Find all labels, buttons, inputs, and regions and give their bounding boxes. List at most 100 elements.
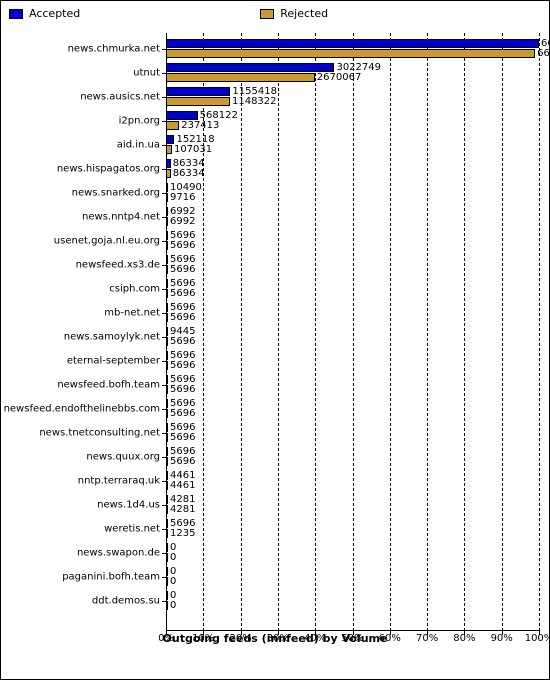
plot-area: 0%10%20%30%40%50%60%70%80%90%100%news.ch… bbox=[166, 33, 539, 631]
swatch-rejected bbox=[260, 9, 274, 19]
bar-rejected: 1235 bbox=[166, 529, 168, 538]
bar-accepted: 4281 bbox=[166, 495, 168, 504]
bar-rejected: 0 bbox=[166, 577, 168, 586]
data-row: i2pn.org568122237413 bbox=[166, 109, 539, 133]
row-label: news.ausics.net bbox=[80, 92, 160, 103]
data-row: ddt.demos.su00 bbox=[166, 589, 539, 613]
value-rejected: 5696 bbox=[170, 337, 195, 346]
data-row: news.swapon.de00 bbox=[166, 541, 539, 565]
bar-accepted: 1155418 bbox=[166, 87, 230, 96]
legend-item-rejected: Rejected bbox=[260, 7, 328, 20]
value-accepted: 0 bbox=[170, 591, 176, 600]
value-accepted: 6692827 bbox=[541, 39, 550, 48]
data-row: news.samoylyk.net94455696 bbox=[166, 325, 539, 349]
value-rejected: 5696 bbox=[170, 313, 195, 322]
row-label: paganini.bofh.team bbox=[62, 572, 160, 583]
bar-accepted: 568122 bbox=[166, 111, 198, 120]
row-label: news.nntp4.net bbox=[82, 212, 160, 223]
value-accepted: 5696 bbox=[170, 447, 195, 456]
bar-rejected: 5696 bbox=[166, 289, 168, 298]
bar-rejected: 0 bbox=[166, 553, 168, 562]
row-label: nntp.terraraq.uk bbox=[78, 476, 160, 487]
bar-accepted: 6992 bbox=[166, 207, 168, 216]
data-row: paganini.bofh.team00 bbox=[166, 565, 539, 589]
value-rejected: 5696 bbox=[170, 457, 195, 466]
row-label: eternal-september bbox=[67, 356, 160, 367]
chart-area: 0%10%20%30%40%50%60%70%80%90%100%news.ch… bbox=[1, 33, 549, 649]
row-label: ddt.demos.su bbox=[92, 596, 160, 607]
value-accepted: 5696 bbox=[170, 351, 195, 360]
bar-rejected: 237413 bbox=[166, 121, 179, 130]
bar-accepted: 0 bbox=[166, 591, 168, 600]
bar-accepted: 10490 bbox=[166, 183, 168, 192]
value-accepted: 6992 bbox=[170, 207, 195, 216]
gridline bbox=[539, 33, 540, 631]
data-row: news.tnetconsulting.net56965696 bbox=[166, 421, 539, 445]
data-row: news.ausics.net11554181148322 bbox=[166, 85, 539, 109]
value-rejected: 86334 bbox=[173, 169, 205, 178]
bar-accepted: 5696 bbox=[166, 255, 168, 264]
swatch-accepted bbox=[9, 9, 23, 19]
bar-accepted: 5696 bbox=[166, 375, 168, 384]
legend-label-accepted: Accepted bbox=[29, 7, 80, 20]
bar-accepted: 4461 bbox=[166, 471, 168, 480]
value-rejected: 1235 bbox=[170, 529, 195, 538]
value-rejected: 107031 bbox=[174, 145, 212, 154]
bar-rejected: 5696 bbox=[166, 313, 168, 322]
data-row: news.chmurka.net66928276622628 bbox=[166, 37, 539, 61]
bar-rejected: 9716 bbox=[166, 193, 168, 202]
bar-rejected: 86334 bbox=[166, 169, 171, 178]
value-accepted: 5696 bbox=[170, 279, 195, 288]
data-row: nntp.terraraq.uk44614461 bbox=[166, 469, 539, 493]
data-row: newsfeed.endofthelinebbs.com56965696 bbox=[166, 397, 539, 421]
bar-rejected: 2670067 bbox=[166, 73, 315, 82]
value-accepted: 4281 bbox=[170, 495, 195, 504]
data-row: eternal-september56965696 bbox=[166, 349, 539, 373]
bar-rejected: 6622628 bbox=[166, 49, 535, 58]
bar-accepted: 0 bbox=[166, 567, 168, 576]
row-label: mb-net.net bbox=[104, 308, 160, 319]
bar-accepted: 5696 bbox=[166, 303, 168, 312]
data-row: csiph.com56965696 bbox=[166, 277, 539, 301]
bar-rejected: 5696 bbox=[166, 361, 168, 370]
value-accepted: 5696 bbox=[170, 375, 195, 384]
value-rejected: 1148322 bbox=[232, 97, 277, 106]
row-label: newsfeed.endofthelinebbs.com bbox=[4, 404, 160, 415]
row-label: csiph.com bbox=[109, 284, 160, 295]
chart-frame: Accepted Rejected 0%10%20%30%40%50%60%70… bbox=[0, 0, 550, 680]
data-row: news.quux.org56965696 bbox=[166, 445, 539, 469]
row-label: news.chmurka.net bbox=[68, 44, 160, 55]
row-label: aid.in.ua bbox=[117, 140, 160, 151]
value-rejected: 2670067 bbox=[317, 73, 362, 82]
value-accepted: 5696 bbox=[170, 303, 195, 312]
row-label: newsfeed.bofh.team bbox=[57, 380, 160, 391]
value-accepted: 152118 bbox=[176, 135, 214, 144]
legend-item-accepted: Accepted bbox=[9, 7, 80, 20]
value-accepted: 5696 bbox=[170, 399, 195, 408]
bar-accepted: 3022749 bbox=[166, 63, 334, 72]
bar-accepted: 6692827 bbox=[166, 39, 539, 48]
row-label: news.samoylyk.net bbox=[64, 332, 160, 343]
bar-rejected: 5696 bbox=[166, 409, 168, 418]
value-accepted: 5696 bbox=[170, 423, 195, 432]
bar-accepted: 5696 bbox=[166, 351, 168, 360]
value-accepted: 568122 bbox=[200, 111, 238, 120]
value-rejected: 6992 bbox=[170, 217, 195, 226]
value-rejected: 6622628 bbox=[537, 49, 550, 58]
data-row: news.nntp4.net69926992 bbox=[166, 205, 539, 229]
data-row: news.hispagatos.org8633486334 bbox=[166, 157, 539, 181]
bar-accepted: 5696 bbox=[166, 423, 168, 432]
bar-rejected: 6992 bbox=[166, 217, 168, 226]
value-accepted: 1155418 bbox=[232, 87, 277, 96]
data-row: newsfeed.bofh.team56965696 bbox=[166, 373, 539, 397]
value-accepted: 5696 bbox=[170, 231, 195, 240]
bar-accepted: 5696 bbox=[166, 231, 168, 240]
value-rejected: 5696 bbox=[170, 241, 195, 250]
row-label: news.hispagatos.org bbox=[57, 164, 160, 175]
value-rejected: 0 bbox=[170, 553, 176, 562]
row-label: news.snarked.org bbox=[72, 188, 160, 199]
value-accepted: 3022749 bbox=[336, 63, 381, 72]
value-rejected: 5696 bbox=[170, 265, 195, 274]
row-label: news.tnetconsulting.net bbox=[39, 428, 160, 439]
bar-rejected: 0 bbox=[166, 601, 168, 610]
